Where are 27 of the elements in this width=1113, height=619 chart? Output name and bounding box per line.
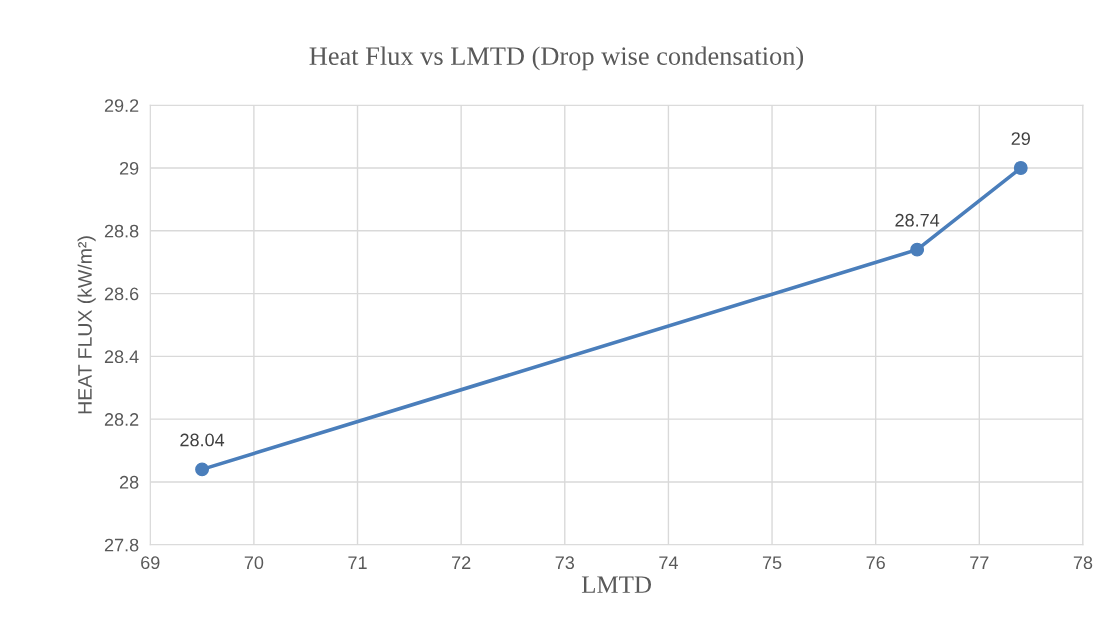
point [1013,161,1028,175]
point [910,242,925,257]
x-tick-label: 75 [762,556,782,570]
x-tick-label: 70 [244,556,264,570]
data-label: 29 [1011,132,1030,145]
data-label: 28.04 [180,433,225,447]
y-tick-label: 28.4 [104,350,139,364]
data-label: 28.74 [895,213,940,227]
y-tick-label: 28.2 [104,413,139,426]
y-tick-label: 28.6 [104,287,139,301]
chart-title: Heat Flux vs LMTD (Drop wise condensation) [309,46,804,71]
point [195,462,210,477]
x-tick-label: 69 [141,556,160,570]
y-axis-title: HEAT FLUX (kW/m²) [77,236,96,414]
x-tick-label: 71 [348,556,367,569]
y-tick-label: 29.2 [104,99,139,112]
y-tick-label: 28 [119,475,139,489]
x-axis-title: LMTD [581,576,652,593]
x-tick-label: 77 [970,556,989,569]
x-tick-label: 73 [555,556,575,570]
x-tick-label: 78 [1073,556,1093,570]
x-tick-label: 72 [452,556,471,569]
y-tick-label: 27.8 [104,538,139,552]
y-tick-label: 29 [119,161,139,175]
x-tick-label: 74 [659,556,678,569]
x-tick-label: 76 [866,556,885,570]
y-tick-label: 28.8 [104,224,139,238]
